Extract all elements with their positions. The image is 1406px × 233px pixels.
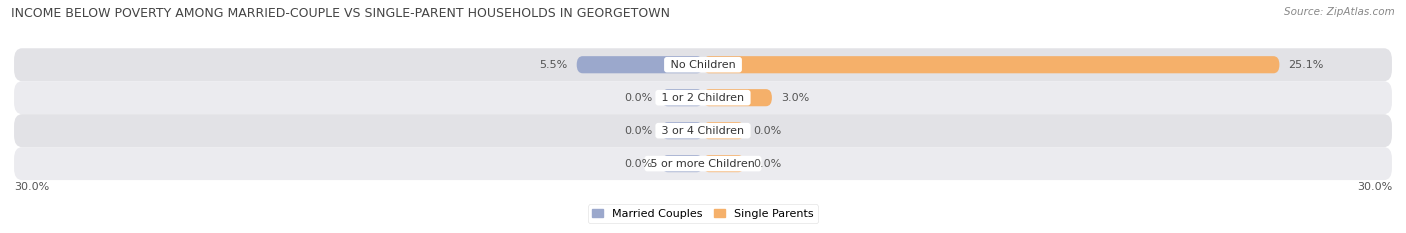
Text: 25.1%: 25.1% (1289, 60, 1324, 70)
FancyBboxPatch shape (703, 122, 744, 139)
FancyBboxPatch shape (14, 147, 1392, 180)
FancyBboxPatch shape (576, 56, 703, 73)
Text: 1 or 2 Children: 1 or 2 Children (658, 93, 748, 103)
Text: 5.5%: 5.5% (540, 60, 568, 70)
FancyBboxPatch shape (662, 155, 703, 172)
Text: 0.0%: 0.0% (624, 93, 652, 103)
Text: 0.0%: 0.0% (754, 126, 782, 136)
FancyBboxPatch shape (14, 81, 1392, 114)
Text: No Children: No Children (666, 60, 740, 70)
Text: INCOME BELOW POVERTY AMONG MARRIED-COUPLE VS SINGLE-PARENT HOUSEHOLDS IN GEORGET: INCOME BELOW POVERTY AMONG MARRIED-COUPL… (11, 7, 671, 20)
FancyBboxPatch shape (14, 48, 1392, 81)
Text: Source: ZipAtlas.com: Source: ZipAtlas.com (1284, 7, 1395, 17)
Text: 3 or 4 Children: 3 or 4 Children (658, 126, 748, 136)
FancyBboxPatch shape (662, 122, 703, 139)
Legend: Married Couples, Single Parents: Married Couples, Single Parents (588, 205, 818, 223)
FancyBboxPatch shape (703, 155, 744, 172)
Text: 0.0%: 0.0% (754, 159, 782, 169)
FancyBboxPatch shape (703, 56, 1279, 73)
Text: 30.0%: 30.0% (1357, 182, 1392, 192)
Text: 0.0%: 0.0% (624, 159, 652, 169)
Text: 0.0%: 0.0% (624, 126, 652, 136)
Text: 30.0%: 30.0% (14, 182, 49, 192)
FancyBboxPatch shape (662, 89, 703, 106)
FancyBboxPatch shape (703, 89, 772, 106)
FancyBboxPatch shape (14, 114, 1392, 147)
Text: 5 or more Children: 5 or more Children (647, 159, 759, 169)
Text: 3.0%: 3.0% (782, 93, 810, 103)
